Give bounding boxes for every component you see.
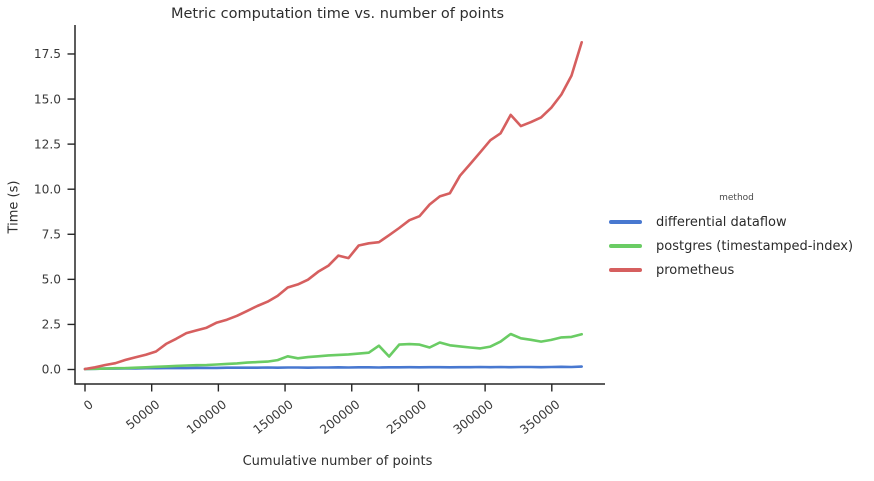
legend-item: prometheus xyxy=(609,258,864,282)
legend-line-swatch xyxy=(609,244,642,248)
legend: method differential dataflow postgres (ti… xyxy=(609,193,864,282)
y-tick-label: 17.5 xyxy=(34,47,61,61)
x-tick-label: 200000 xyxy=(317,397,362,437)
x-tick-label: 350000 xyxy=(517,397,562,437)
series-line-prometheus xyxy=(83,40,584,371)
legend-item: differential dataflow xyxy=(609,210,864,234)
y-tick-label: 12.5 xyxy=(34,137,61,151)
x-tick-label: 250000 xyxy=(384,397,429,437)
chart-title: Metric computation time vs. number of po… xyxy=(170,6,505,22)
legend-item: postgres (timestamped-index) xyxy=(609,234,864,258)
x-tick-label: 150000 xyxy=(251,397,296,437)
series-line-postgres-timestamped-index- xyxy=(83,332,584,371)
x-tick-label: 100000 xyxy=(184,397,229,437)
x-tick-label: 50000 xyxy=(123,397,162,432)
legend-item-label: postgres (timestamped-index) xyxy=(656,238,854,254)
legend-item-label: prometheus xyxy=(656,262,735,278)
series-line-differential-dataflow xyxy=(83,365,584,371)
legend-item-label: differential dataflow xyxy=(656,214,787,230)
y-tick-label: 5.0 xyxy=(42,273,61,287)
y-tick-label: 0.0 xyxy=(42,363,61,377)
y-tick-label: 7.5 xyxy=(42,227,61,241)
y-tick-label: 2.5 xyxy=(42,318,61,332)
y-tick-label: 15.0 xyxy=(34,92,61,106)
y-tick-label: 10.0 xyxy=(34,182,61,196)
legend-line-swatch xyxy=(609,268,642,272)
x-tick-label: 300000 xyxy=(451,397,496,437)
x-axis-label: Cumulative number of points xyxy=(242,454,433,469)
legend-title: method xyxy=(719,193,754,203)
axis-spines xyxy=(74,25,605,385)
x-tick-label: 0 xyxy=(81,397,96,413)
legend-line-swatch xyxy=(609,220,642,224)
legend-items: differential dataflow postgres (timestamp… xyxy=(609,210,864,282)
